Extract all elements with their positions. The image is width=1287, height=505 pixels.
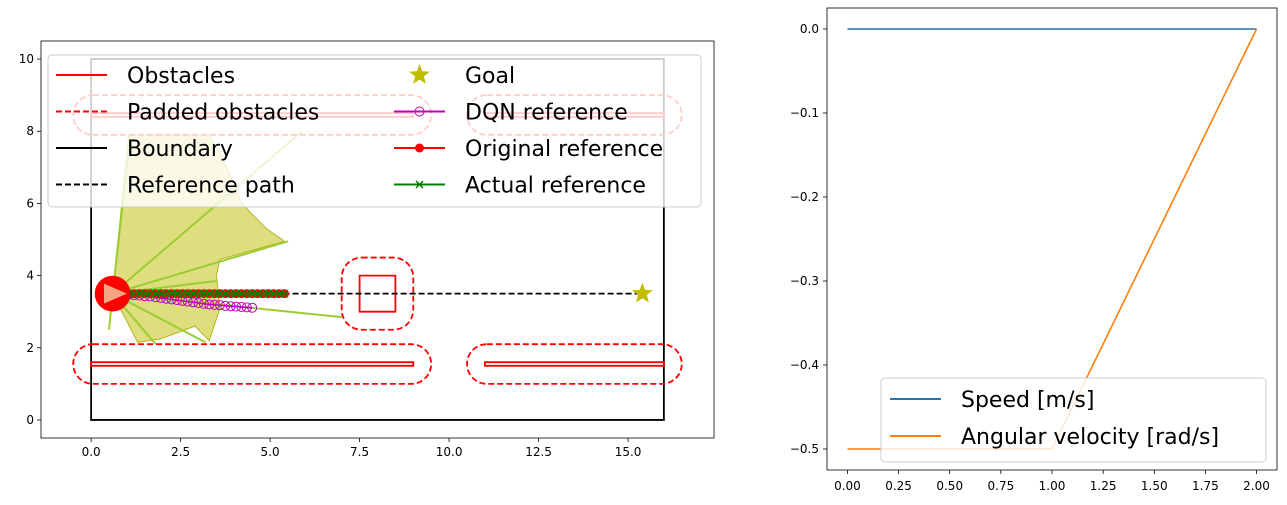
legend-label: Boundary	[127, 137, 233, 162]
x-tick-label: 1.00	[1039, 479, 1066, 493]
dqn-reference-point	[247, 302, 258, 313]
goal-star	[631, 282, 653, 303]
obstacle-1	[483, 361, 665, 367]
dqn-reference-point	[209, 299, 220, 310]
x-tick-label: 15.0	[615, 445, 642, 459]
x-tick-label: 0.00	[834, 479, 861, 493]
y-tick-label: −0.5	[790, 442, 819, 456]
legend-label: Speed [m/s]	[961, 388, 1094, 413]
x-tick-label: 2.00	[1243, 479, 1270, 493]
dqn-reference-point	[220, 300, 231, 311]
x-tick-label: 7.5	[350, 445, 369, 459]
legend-label: Obstacles	[127, 64, 235, 89]
legend-label: Goal	[465, 64, 515, 89]
x-tick-label: 0.75	[988, 479, 1015, 493]
y-tick-label: −0.1	[790, 106, 819, 120]
y-tick-label: 8	[26, 124, 34, 138]
map-legend: Obstacles Padded obstacles Boundary Referen…	[47, 54, 702, 208]
dqn-reference-point	[214, 300, 225, 311]
legend-label: Padded obstacles	[127, 101, 319, 126]
legend-label: DQN reference	[465, 101, 628, 126]
legend-label: Angular velocity [rad/s]	[961, 425, 1219, 450]
padded-obstacle-1	[466, 343, 683, 385]
y-tick-label: 0	[26, 413, 34, 427]
map-plot: 0.0 2.5 5.0 7.5 10.0 12.5 15.0 0 2 4 6 8 10 Obstacle…	[19, 40, 715, 459]
actual-reference-point	[280, 289, 289, 298]
legend-frame	[880, 377, 1267, 463]
dqn-reference-point	[236, 301, 247, 312]
x-tick-label: 12.5	[525, 445, 552, 459]
dqn-reference-point	[225, 301, 236, 312]
legend-handle-star	[409, 64, 430, 84]
robot-heading	[104, 283, 127, 304]
x-tick-label: 0.25	[885, 479, 912, 493]
control-ticks: 0.00 0.25 0.50 0.75 1.00 1.25 1.50 1.75 2.00 0.0 −…	[790, 22, 1270, 493]
x-tick-label: 0.50	[936, 479, 963, 493]
control-legend: Speed [m/s] Angular velocity [rad/s]	[880, 377, 1267, 463]
y-tick-label: 4	[26, 269, 34, 283]
x-tick-label: 5.0	[261, 445, 280, 459]
y-tick-label: −0.3	[790, 274, 819, 288]
y-tick-label: 0.0	[800, 22, 819, 36]
legend-label: Actual reference	[465, 174, 646, 199]
dqn-reference-point	[204, 299, 215, 310]
x-tick-label: 2.5	[171, 445, 190, 459]
legend-label: Original reference	[465, 137, 663, 162]
dqn-reference-point	[193, 298, 204, 309]
padded-obstacle-0	[72, 343, 433, 385]
dqn-reference-point	[198, 298, 209, 309]
legend-handle-marker	[415, 143, 424, 153]
obstacle-2	[358, 274, 397, 313]
legend-label: Reference path	[127, 174, 295, 199]
map-ticks: 0.0 2.5 5.0 7.5 10.0 12.5 15.0 0 2 4 6 8 10	[19, 52, 642, 459]
x-tick-label: 1.50	[1141, 479, 1168, 493]
x-tick-label: 1.25	[1090, 479, 1117, 493]
map-marks	[94, 275, 653, 313]
obstacle-0	[90, 361, 415, 367]
dqn-reference-point	[241, 302, 252, 313]
legend-handle-marker	[415, 180, 424, 189]
y-tick-label: 10	[19, 52, 34, 66]
sensor-ray-5	[112, 240, 289, 295]
y-tick-label: 6	[26, 196, 34, 210]
legend-handle-marker	[414, 106, 425, 117]
y-tick-label: −0.4	[790, 358, 819, 372]
x-tick-label: 1.75	[1192, 479, 1219, 493]
control-plot: 0.00 0.25 0.50 0.75 1.00 1.25 1.50 1.75 2.00 0.0 −…	[790, 7, 1278, 493]
y-tick-label: 2	[26, 341, 34, 355]
dqn-reference-point	[231, 301, 242, 312]
x-tick-label: 10.0	[436, 445, 463, 459]
x-tick-label: 0.0	[82, 445, 101, 459]
y-tick-label: −0.2	[790, 190, 819, 204]
legend-frame	[47, 54, 702, 208]
